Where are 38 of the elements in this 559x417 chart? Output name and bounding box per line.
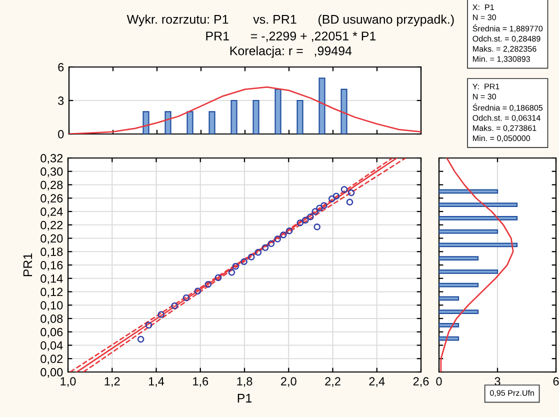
x-tick-label: 6 <box>553 377 559 386</box>
y-tick-label: 0,06 <box>40 328 63 338</box>
y-tick-label: 0,32 <box>40 154 63 164</box>
x-tick-label: 1,0 <box>60 377 76 387</box>
y-tick-label: 0,26 <box>40 194 63 204</box>
x-tick-label: 1,4 <box>148 377 164 387</box>
y-tick-label: 0,16 <box>40 261 63 271</box>
y-tick-label: 0,04 <box>40 341 63 352</box>
y-tick-label: 0,12 <box>40 288 63 298</box>
y-tick-label: 0,02 <box>40 354 63 364</box>
text: Y: PR1 N = 30 Średnia = 0,186805 Odch.st. = 0,06314 Maks. = 0,273861 Min. = 0,050000 <box>472 84 543 142</box>
y-tick-label: 6 <box>58 63 64 72</box>
y-tick-label: 0,10 <box>40 301 63 311</box>
text: X: P1 N = 30 Średnia = 1,889770 Odch.st. = 0,28489 Maks. = 2,282356 Min. = 1,330893 <box>472 4 543 63</box>
x-tick-label: 2,6 <box>413 377 429 387</box>
y-tick-label: 0,20 <box>40 234 63 244</box>
y-tick-label: 0,08 <box>40 314 63 324</box>
y-tick-label: 0,00 <box>40 368 63 378</box>
y-tick-label: 0,30 <box>40 167 63 178</box>
y-tick-label: 0,22 <box>40 220 63 231</box>
x-tick-label: 1,6 <box>193 377 208 387</box>
x-tick-label: 0 <box>436 377 442 386</box>
y-tick-label: 0,24 <box>40 208 63 218</box>
y-tick-label: 0,28 <box>40 180 63 191</box>
x-axis-title: P1 <box>238 394 252 402</box>
x-tick-label: 2,0 <box>281 377 296 387</box>
y-tick-label: 0,14 <box>40 274 63 284</box>
text: 0,95 Prz.Ufn <box>490 390 534 397</box>
x-tick-label: 2,4 <box>369 377 385 387</box>
y-tick-label: 0 <box>58 130 64 138</box>
y-tick-label: 3 <box>58 96 64 105</box>
x-tick-label: 2,2 <box>325 377 340 387</box>
x-tick-label: 1,8 <box>237 377 252 387</box>
y-tick-label: 0,18 <box>40 248 63 258</box>
x-tick-label: 1,2 <box>104 377 120 387</box>
chart-title: Wykr. rozrzutu: P1 vs. PR1 (BD usuwano przypadk.) <box>126 14 454 26</box>
chart-subtitle: PR1 = -,2299 + ,22051 * P1 Korelacja: r = ,99494 <box>206 32 376 58</box>
y-axis-title: PR1 <box>23 253 32 276</box>
